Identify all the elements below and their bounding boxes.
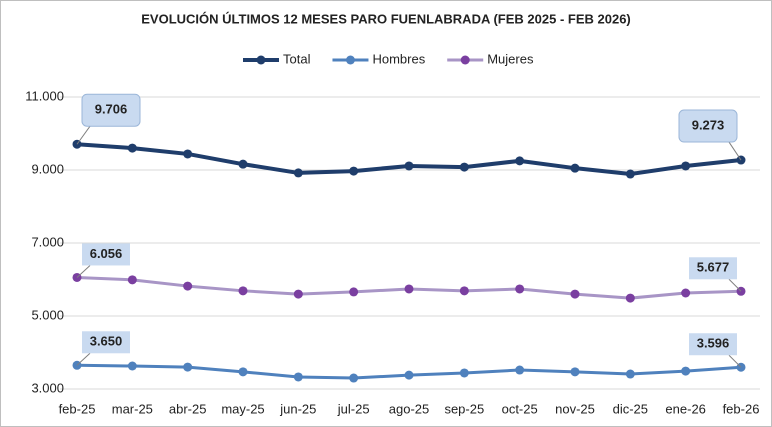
label-leader <box>76 352 91 366</box>
x-tick-label: jun-25 <box>279 401 316 416</box>
y-tick-label: 11.000 <box>25 88 64 103</box>
point <box>293 372 303 382</box>
y-tick-label: 9.000 <box>31 161 64 176</box>
y-tick-label: 3.000 <box>31 380 64 395</box>
point <box>349 287 359 297</box>
data-label: 5.677 <box>697 260 730 275</box>
point <box>349 373 359 383</box>
x-tick-label: may-25 <box>221 401 264 416</box>
point <box>570 289 580 299</box>
point <box>625 369 635 379</box>
point <box>459 286 469 296</box>
label-box <box>81 93 141 127</box>
legend-label: Mujeres <box>487 51 534 66</box>
data-label: 9.273 <box>692 117 725 132</box>
label-leader <box>728 354 742 368</box>
x-tick-label: ago-25 <box>389 401 429 416</box>
label-box <box>689 257 737 280</box>
data-label: 9.706 <box>95 102 128 117</box>
legend-marker <box>345 55 355 65</box>
x-tick-label: oct-25 <box>502 401 538 416</box>
x-tick-label: dic-25 <box>613 401 648 416</box>
chart-title: EVOLUCIÓN ÚLTIMOS 12 MESES PARO FUENLABR… <box>141 11 631 26</box>
point <box>183 362 193 372</box>
label-leader <box>76 125 91 145</box>
legend-marker <box>460 55 470 65</box>
point <box>570 163 580 173</box>
point <box>183 149 193 159</box>
label-box <box>82 331 130 354</box>
point <box>515 284 525 294</box>
point <box>459 162 469 172</box>
legend-label: Hombres <box>372 51 425 66</box>
x-tick-label: feb-25 <box>59 401 96 416</box>
point <box>681 161 691 171</box>
point <box>515 156 525 166</box>
legend-label: Total <box>283 51 311 66</box>
x-tick-label: abr-25 <box>169 401 207 416</box>
y-tick-label: 5.000 <box>31 307 64 322</box>
point <box>404 284 414 294</box>
point <box>349 166 359 176</box>
point <box>459 368 469 378</box>
point <box>625 169 635 179</box>
data-label: 6.056 <box>90 246 123 261</box>
data-label: 3.650 <box>90 334 123 349</box>
point <box>515 365 525 375</box>
point <box>404 370 414 380</box>
label-box <box>689 333 737 356</box>
y-tick-label: 7.000 <box>31 234 64 249</box>
x-tick-label: jul-25 <box>337 401 370 416</box>
point <box>404 161 414 171</box>
point <box>238 159 248 169</box>
data-label: 3.596 <box>697 336 730 351</box>
point <box>570 367 580 377</box>
point <box>238 367 248 377</box>
point <box>127 143 137 153</box>
legend-marker <box>256 55 266 65</box>
label-box <box>82 243 130 266</box>
point <box>681 366 691 376</box>
point <box>625 293 635 303</box>
label-leader <box>76 265 91 278</box>
point <box>293 289 303 299</box>
x-tick-label: feb-26 <box>723 401 760 416</box>
point <box>183 281 193 291</box>
label-leader <box>728 141 742 161</box>
point <box>127 361 137 371</box>
point <box>293 168 303 178</box>
x-tick-label: ene-26 <box>665 401 705 416</box>
point <box>238 286 248 296</box>
point <box>681 288 691 298</box>
x-tick-label: mar-25 <box>112 401 153 416</box>
point <box>127 275 137 285</box>
x-tick-label: sep-25 <box>444 401 484 416</box>
label-box <box>678 109 738 143</box>
label-leader <box>728 278 742 292</box>
x-tick-label: nov-25 <box>555 401 595 416</box>
